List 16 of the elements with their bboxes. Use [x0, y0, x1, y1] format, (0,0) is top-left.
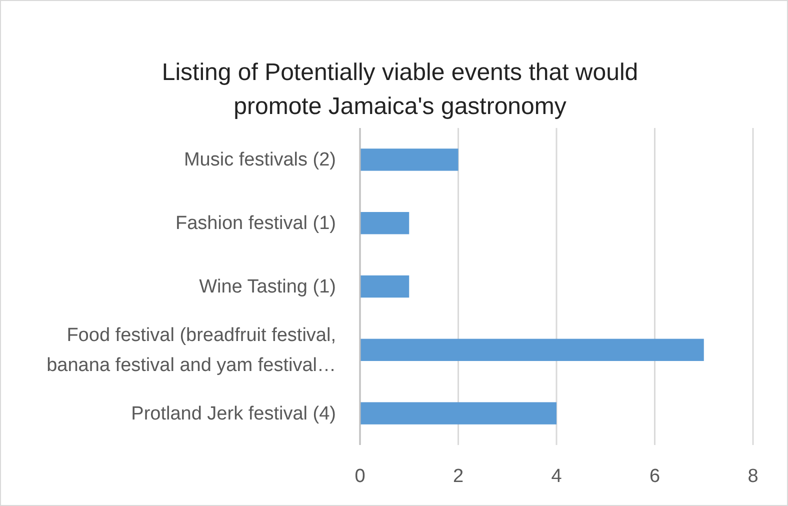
y-tick-label: Music festivals (2)	[184, 150, 336, 171]
y-tick-label: Protland Jerk festival (4)	[131, 403, 336, 424]
chart-title: Listing of Potentially viable events that would promote Jamaica's gastronomy	[162, 59, 638, 120]
bar	[360, 275, 410, 298]
y-tick-label: Food festival (breadfruit festival, banana festival and yam festival…	[46, 324, 336, 376]
x-tick-label: 0	[354, 466, 366, 487]
y-tick-label: Wine Tasting (1)	[199, 276, 336, 298]
bar	[360, 212, 410, 234]
bar	[360, 402, 556, 424]
bar	[360, 338, 704, 361]
x-tick-label: 4	[551, 466, 562, 487]
bar	[360, 148, 458, 171]
y-tick-label: Fashion festival (1)	[175, 213, 336, 234]
x-tick-label: 2	[452, 466, 464, 487]
x-tick-label: 6	[649, 466, 660, 487]
x-tick-label: 8	[748, 466, 758, 487]
